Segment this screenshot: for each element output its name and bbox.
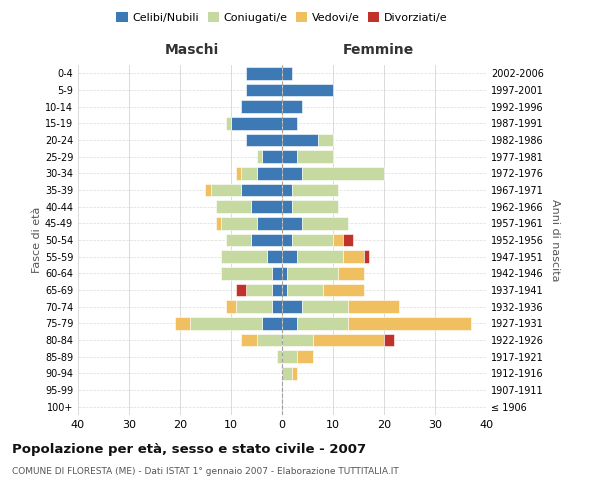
Legend: Celibi/Nubili, Coniugati/e, Vedovi/e, Divorziati/e: Celibi/Nubili, Coniugati/e, Vedovi/e, Di… <box>112 8 452 28</box>
Bar <box>282 350 298 363</box>
Bar <box>282 184 292 196</box>
Bar <box>349 317 471 330</box>
Bar <box>257 167 282 179</box>
Bar <box>282 250 298 263</box>
Bar <box>349 300 400 313</box>
Bar <box>282 84 333 96</box>
Bar <box>282 134 318 146</box>
Bar <box>251 234 282 246</box>
Bar <box>343 234 353 246</box>
Bar <box>292 184 338 196</box>
Bar <box>257 334 282 346</box>
Bar <box>247 134 282 146</box>
Bar <box>257 150 262 163</box>
Bar <box>302 217 349 230</box>
Bar <box>211 184 241 196</box>
Bar <box>247 84 282 96</box>
Bar <box>292 367 298 380</box>
Bar <box>298 250 343 263</box>
Bar <box>282 100 302 113</box>
Bar <box>338 267 364 280</box>
Bar <box>272 267 282 280</box>
Bar <box>282 367 292 380</box>
Bar <box>287 267 338 280</box>
Bar <box>298 350 313 363</box>
Bar <box>292 200 338 213</box>
Bar <box>231 117 282 130</box>
Text: Popolazione per età, sesso e stato civile - 2007: Popolazione per età, sesso e stato civil… <box>12 442 366 456</box>
Bar <box>221 250 267 263</box>
Bar <box>282 117 298 130</box>
Bar <box>292 234 333 246</box>
Bar <box>282 334 313 346</box>
Bar <box>262 150 282 163</box>
Bar <box>282 317 298 330</box>
Bar <box>226 117 231 130</box>
Bar <box>282 284 287 296</box>
Text: COMUNE DI FLORESTA (ME) - Dati ISTAT 1° gennaio 2007 - Elaborazione TUTTITALIA.I: COMUNE DI FLORESTA (ME) - Dati ISTAT 1° … <box>12 468 399 476</box>
Bar <box>282 300 302 313</box>
Bar <box>221 217 257 230</box>
Bar <box>282 267 287 280</box>
Bar <box>241 184 282 196</box>
Bar <box>251 200 282 213</box>
Bar <box>282 200 292 213</box>
Bar <box>302 167 384 179</box>
Bar <box>190 317 262 330</box>
Bar <box>384 334 394 346</box>
Y-axis label: Anni di nascita: Anni di nascita <box>550 198 560 281</box>
Bar <box>247 284 272 296</box>
Text: Femmine: Femmine <box>343 44 413 58</box>
Bar <box>272 284 282 296</box>
Bar <box>236 284 247 296</box>
Bar <box>277 350 282 363</box>
Bar <box>272 300 282 313</box>
Bar <box>226 234 251 246</box>
Bar <box>241 334 257 346</box>
Bar <box>241 167 257 179</box>
Bar <box>236 167 241 179</box>
Bar <box>241 100 282 113</box>
Bar <box>216 200 251 213</box>
Bar <box>282 67 292 80</box>
Bar <box>175 317 190 330</box>
Bar <box>257 217 282 230</box>
Bar <box>318 134 333 146</box>
Bar <box>287 284 323 296</box>
Bar <box>282 150 298 163</box>
Text: Maschi: Maschi <box>165 44 219 58</box>
Bar <box>282 217 302 230</box>
Y-axis label: Fasce di età: Fasce di età <box>32 207 42 273</box>
Bar <box>282 167 302 179</box>
Bar <box>282 234 292 246</box>
Bar <box>313 334 384 346</box>
Bar <box>298 150 333 163</box>
Bar <box>262 317 282 330</box>
Bar <box>343 250 364 263</box>
Bar <box>267 250 282 263</box>
Bar <box>364 250 369 263</box>
Bar <box>226 300 236 313</box>
Bar <box>323 284 364 296</box>
Bar <box>216 217 221 230</box>
Bar <box>298 317 349 330</box>
Bar <box>236 300 272 313</box>
Bar <box>206 184 211 196</box>
Bar <box>247 67 282 80</box>
Bar <box>302 300 349 313</box>
Bar <box>221 267 272 280</box>
Bar <box>333 234 343 246</box>
